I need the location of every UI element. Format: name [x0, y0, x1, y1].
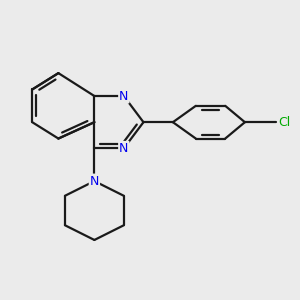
Text: N: N: [119, 142, 128, 155]
Text: N: N: [90, 175, 99, 188]
Text: N: N: [119, 89, 128, 103]
Text: Cl: Cl: [279, 116, 291, 129]
